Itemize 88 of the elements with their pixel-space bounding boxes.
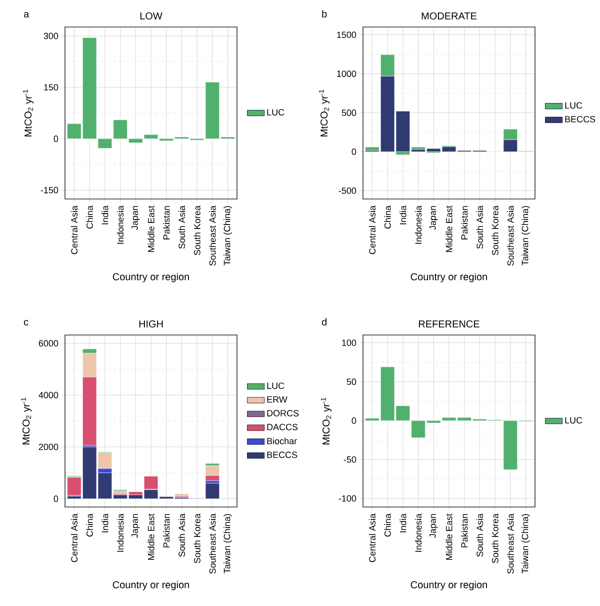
x-tick-label: South Korea — [492, 514, 498, 564]
x-axis-title: Country or region — [410, 580, 487, 590]
x-tick-label: India — [400, 514, 406, 532]
x-tick-label: Central Asia — [368, 514, 376, 562]
x-tick-label: South Asia — [476, 514, 484, 557]
text: d — [322, 318, 326, 326]
x-tick-label: Japan — [132, 206, 140, 230]
x-tick-label: Middle East — [148, 514, 154, 560]
x-tick-label: China — [384, 206, 391, 229]
y-tick-label: 0 — [54, 136, 58, 142]
y-axis-title: MtCO$_{2}$ yr$^{-1}$ — [319, 90, 330, 136]
legend-label: LUC — [267, 109, 284, 116]
x-axis-title: Country or region — [112, 580, 189, 590]
x-tick-label: South Asia — [178, 206, 186, 249]
legend-label: BECCS — [267, 452, 298, 458]
x-tick-label: Taiwan (China) — [522, 206, 530, 266]
legend-label: LUC — [565, 102, 582, 109]
x-tick-label: Pakistan — [461, 206, 468, 240]
y-tick-label: -100 — [338, 495, 356, 502]
chart-title: LOW — [140, 12, 162, 20]
x-tick-label: Pakistan — [163, 206, 170, 240]
x-tick-label: Taiwan (China) — [522, 514, 530, 574]
x-tick-label: Japan — [132, 514, 140, 538]
y-tick-label: 150 — [44, 84, 58, 90]
text: c — [24, 320, 28, 326]
x-tick-label: Southeast Asia — [209, 514, 216, 574]
legend-label: LUC — [565, 417, 582, 424]
y-axis-title: MtCO$_{2}$ yr$^{-1}$ — [21, 398, 32, 444]
y-tick-label: 1500 — [337, 32, 356, 38]
x-tick-label: China — [86, 514, 93, 537]
x-tick-label: Pakistan — [461, 514, 468, 548]
x-axis-title: Country or region — [112, 272, 189, 282]
y-tick-label: 6000 — [38, 340, 58, 346]
y-tick-label: 0 — [352, 148, 356, 155]
y-tick-label: 500 — [342, 110, 356, 116]
y-tick-label: 50 — [346, 378, 356, 385]
x-tick-label: Japan — [430, 206, 438, 230]
x-tick-label: Central Asia — [70, 206, 78, 254]
x-axis-title: Country or region — [410, 272, 487, 282]
x-tick-label: South Korea — [492, 206, 498, 256]
legend-label: ERW — [267, 396, 288, 403]
x-tick-label: South Korea — [194, 206, 200, 256]
chart-title: HIGH — [139, 320, 163, 328]
x-tick-label: Indonesia — [116, 514, 124, 552]
legend-label: DORCS — [267, 410, 299, 416]
x-tick-label: Japan — [430, 514, 438, 538]
x-tick-label: Taiwan (China) — [224, 206, 232, 266]
text: a — [24, 12, 30, 18]
y-tick-label: 2000 — [38, 444, 58, 450]
x-tick-label: Indonesia — [414, 514, 422, 552]
x-tick-label: Indonesia — [116, 206, 124, 244]
x-tick-label: China — [86, 206, 93, 229]
x-tick-label: Southeast Asia — [209, 206, 216, 266]
y-tick-label: 0 — [54, 496, 58, 502]
x-tick-label: Central Asia — [368, 206, 376, 254]
x-tick-label: Indonesia — [414, 206, 422, 244]
x-tick-label: South Asia — [476, 206, 484, 249]
x-tick-label: Taiwan (China) — [224, 514, 232, 574]
x-tick-label: Southeast Asia — [507, 514, 514, 574]
y-tick-label: 1000 — [337, 70, 356, 77]
x-tick-label: India — [102, 206, 108, 224]
y-tick-label: -50 — [344, 456, 356, 463]
x-tick-label: Middle East — [446, 514, 452, 560]
y-axis-title: MtCO$_{2}$ yr$^{-1}$ — [23, 90, 34, 136]
x-tick-label: India — [102, 514, 108, 532]
legend-label: BECCS — [565, 116, 596, 122]
x-tick-label: Middle East — [446, 206, 452, 252]
x-tick-label: Middle East — [148, 206, 154, 252]
x-tick-label: South Asia — [178, 514, 186, 557]
y-tick-label: 100 — [342, 340, 356, 346]
x-tick-label: Pakistan — [163, 514, 170, 548]
y-tick-label: 300 — [44, 32, 58, 40]
y-tick-label: -150 — [40, 186, 58, 194]
y-tick-label: -500 — [338, 187, 356, 194]
legend-label: Biochar — [267, 438, 297, 444]
legend-label: DACCS — [267, 424, 298, 430]
chart-title: MODERATE — [422, 12, 477, 20]
y-tick-label: 4000 — [38, 392, 58, 398]
legend-label: LUC — [267, 382, 284, 389]
x-tick-label: Southeast Asia — [507, 206, 514, 266]
text: b — [322, 10, 327, 18]
y-axis-title: MtCO$_{2}$ yr$^{-1}$ — [321, 398, 332, 444]
x-tick-label: South Korea — [194, 514, 200, 564]
x-tick-label: India — [400, 206, 406, 224]
chart-title: REFERENCE — [418, 320, 480, 328]
x-tick-label: Central Asia — [70, 514, 78, 562]
y-tick-label: 0 — [352, 417, 356, 424]
x-tick-label: China — [384, 514, 391, 537]
